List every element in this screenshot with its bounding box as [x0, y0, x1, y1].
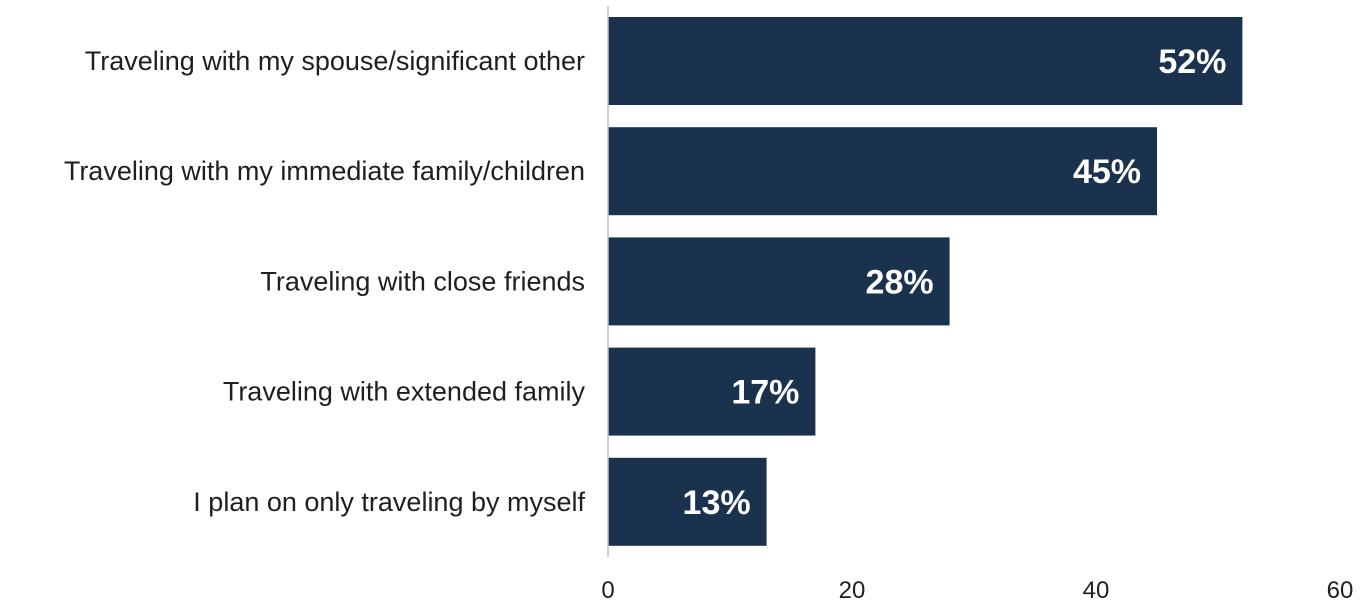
category-labels: Traveling with my spouse/significant oth…: [64, 46, 586, 517]
data-label-2: 45%: [1073, 153, 1141, 191]
x-axis-ticks: 0 20 40 60: [601, 577, 1353, 603]
data-label-4: 17%: [731, 374, 799, 412]
x-tick-label-20: 20: [839, 577, 866, 603]
data-label-3: 28%: [866, 263, 934, 301]
bar-1: [608, 17, 1242, 105]
data-label-5: 13%: [683, 484, 751, 522]
category-label-5: I plan on only traveling by myself: [193, 487, 585, 517]
x-tick-label-40: 40: [1083, 577, 1110, 603]
category-label-4: Traveling with extended family: [223, 377, 586, 407]
category-label-1: Traveling with my spouse/significant oth…: [85, 46, 585, 76]
x-tick-label-0: 0: [601, 577, 614, 603]
category-label-3: Traveling with close friends: [260, 266, 585, 296]
x-tick-label-60: 60: [1327, 577, 1354, 603]
category-label-2: Traveling with my immediate family/child…: [64, 156, 585, 186]
data-label-1: 52%: [1158, 43, 1226, 81]
